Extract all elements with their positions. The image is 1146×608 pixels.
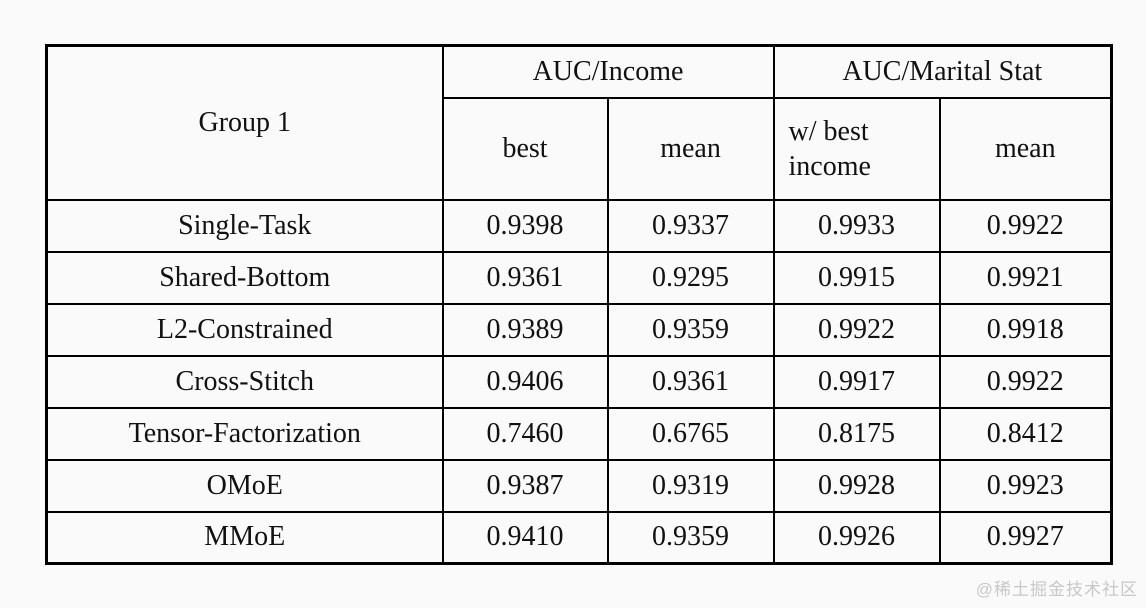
table-row: OMoE 0.9387 0.9319 0.9928 0.9923 [45, 458, 1113, 513]
subcolumn-header-income-best: best [441, 96, 609, 201]
table-row: Shared-Bottom 0.9361 0.9295 0.9915 0.992… [45, 250, 1113, 305]
table-row: Single-Task 0.9398 0.9337 0.9933 0.9922 [45, 198, 1113, 253]
subcolumn-header-income-mean: mean [606, 96, 775, 201]
results-table: Group 1 AUC/Income AUC/Marital Stat best… [45, 44, 1114, 565]
table-row: MMoE 0.9410 0.9359 0.9926 0.9927 [45, 510, 1113, 565]
row-label: OMoE [45, 458, 444, 513]
value-cell: 0.9359 [606, 510, 775, 565]
value-cell: 0.9928 [772, 458, 941, 513]
value-cell: 0.9361 [441, 250, 609, 305]
watermark-text: @稀土掘金技术社区 [975, 580, 1138, 599]
value-cell: 0.9361 [606, 354, 775, 409]
column-group-header-auc-marital-stat: AUC/Marital Stat [772, 44, 1113, 99]
value-cell: 0.7460 [441, 406, 609, 461]
subcolumn-header-marital-mean: mean [938, 96, 1113, 201]
value-cell: 0.9359 [606, 302, 775, 357]
row-label: L2-Constrained [45, 302, 444, 357]
value-cell: 0.9923 [938, 458, 1113, 513]
value-cell: 0.9319 [606, 458, 775, 513]
value-cell: 0.9917 [772, 354, 941, 409]
table-row: L2-Constrained 0.9389 0.9359 0.9922 0.99… [45, 302, 1113, 357]
column-group-header-auc-income: AUC/Income [441, 44, 775, 99]
value-cell: 0.9922 [772, 302, 941, 357]
value-cell: 0.9398 [441, 198, 609, 253]
value-cell: 0.9922 [938, 198, 1113, 253]
value-cell: 0.9927 [938, 510, 1113, 565]
value-cell: 0.9933 [772, 198, 941, 253]
value-cell: 0.8412 [938, 406, 1113, 461]
value-cell: 0.6765 [606, 406, 775, 461]
table-row: Cross-Stitch 0.9406 0.9361 0.9917 0.9922 [45, 354, 1113, 409]
value-cell: 0.9406 [441, 354, 609, 409]
value-cell: 0.8175 [772, 406, 941, 461]
subcolumn-header-marital-w-best-income: w/ best income [772, 96, 941, 201]
row-label: Shared-Bottom [45, 250, 444, 305]
row-label: Single-Task [45, 198, 444, 253]
value-cell: 0.9918 [938, 302, 1113, 357]
value-cell: 0.9337 [606, 198, 775, 253]
row-label: Tensor-Factorization [45, 406, 444, 461]
value-cell: 0.9926 [772, 510, 941, 565]
value-cell: 0.9922 [938, 354, 1113, 409]
table-row: Tensor-Factorization 0.7460 0.6765 0.817… [45, 406, 1113, 461]
value-cell: 0.9389 [441, 302, 609, 357]
group-header-cell: Group 1 [45, 44, 444, 201]
value-cell: 0.9410 [441, 510, 609, 565]
value-cell: 0.9915 [772, 250, 941, 305]
value-cell: 0.9295 [606, 250, 775, 305]
row-label: MMoE [45, 510, 444, 565]
value-cell: 0.9921 [938, 250, 1113, 305]
value-cell: 0.9387 [441, 458, 609, 513]
row-label: Cross-Stitch [45, 354, 444, 409]
